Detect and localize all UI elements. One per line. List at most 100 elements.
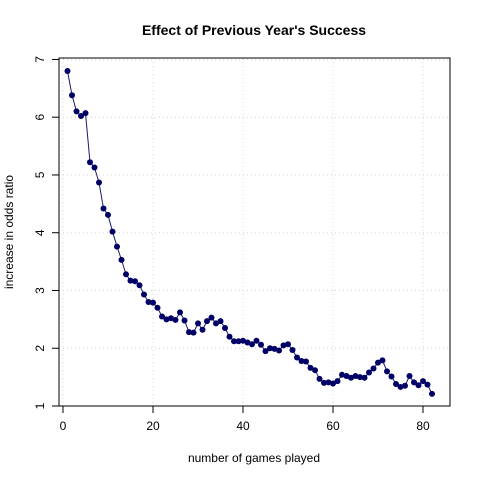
data-point-50 [285,341,291,348]
chart-title: Effect of Previous Year's Success [142,22,366,38]
data-point-11 [109,228,116,235]
data-point-63 [343,372,350,379]
data-point-6 [87,159,93,166]
x-tick-label-3: 60 [326,419,340,433]
data-point-32 [204,318,210,325]
data-point-25 [172,316,179,323]
y-axis: 1 2 3 4 5 6 7 [33,56,60,409]
data-point-16 [132,278,138,285]
data-point-21 [154,304,161,311]
x-tick-label-0: 0 [60,419,67,433]
data-point-46 [267,345,273,352]
data-point-31 [199,326,206,333]
data-point-8 [96,179,102,186]
data-point-43 [253,337,260,344]
data-point-77 [406,372,413,379]
data-point-42 [249,341,255,348]
data-point-47 [271,345,278,352]
data-point-18 [141,291,147,298]
data-point-27 [181,317,188,324]
data-point-56 [312,367,318,374]
data-point-35 [217,318,224,325]
data-point-52 [294,354,300,361]
data-point-5 [82,110,89,117]
data-point-49 [280,342,287,349]
data-point-10 [105,211,111,218]
y-tick-label-2: 3 [33,287,47,294]
data-point-59 [325,379,332,386]
data-point-71 [379,357,386,364]
data-point-41 [244,339,251,346]
data-point-51 [289,346,296,353]
data-point-55 [307,364,314,371]
x-tick-label-1: 20 [146,419,160,433]
data-point-40 [240,337,246,344]
y-tick-label-6: 7 [33,56,47,63]
data-point-62 [339,371,345,378]
data-point-78 [411,379,417,386]
data-point-2 [69,92,75,99]
series-points [64,68,435,397]
data-point-33 [208,314,215,321]
data-point-29 [190,329,197,336]
x-tick-label-2: 40 [236,419,250,433]
data-point-60 [330,380,336,387]
data-point-44 [258,341,264,348]
data-point-69 [370,365,377,372]
y-axis-label: increase in odds ratio [2,175,16,289]
data-point-82 [429,390,435,397]
data-point-23 [163,316,170,323]
grid [59,58,450,407]
y-tick-label-4: 5 [33,171,47,178]
data-point-79 [415,382,422,389]
data-point-1 [64,68,71,74]
data-point-45 [262,348,269,355]
data-point-53 [298,357,305,364]
data-point-28 [186,329,192,336]
x-axis: 0 20 40 60 80 [60,405,430,433]
data-point-36 [222,325,228,332]
y-tick-label-0: 1 [33,402,47,409]
data-point-24 [168,315,174,322]
y-tick-label-1: 2 [33,345,47,352]
data-point-17 [136,282,143,289]
data-point-67 [361,374,368,381]
plot-area-frame [58,57,451,407]
data-point-58 [321,379,327,386]
data-point-20 [150,299,156,306]
data-point-61 [334,378,341,385]
data-point-26 [177,309,183,316]
data-point-81 [424,381,431,388]
data-point-75 [397,383,404,390]
data-point-3 [73,108,80,115]
data-point-15 [127,277,134,284]
data-point-12 [114,243,120,250]
data-point-48 [276,347,282,354]
y-tick-label-3: 4 [33,229,47,236]
data-point-73 [388,373,395,380]
x-tick-label-4: 80 [416,419,430,433]
data-point-19 [145,299,152,306]
data-point-70 [375,359,381,366]
data-point-30 [195,320,201,327]
y-tick-label-5: 6 [33,114,47,121]
data-point-76 [402,382,408,389]
data-point-74 [393,381,399,388]
data-point-68 [366,369,372,376]
data-point-65 [352,372,359,379]
data-point-7 [91,164,98,171]
data-point-37 [226,333,233,340]
data-point-13 [118,256,125,263]
data-point-57 [316,375,323,382]
data-point-72 [384,368,390,375]
data-point-4 [78,113,84,120]
data-point-54 [303,358,309,365]
data-point-39 [235,338,242,345]
data-point-80 [420,378,426,385]
data-point-9 [100,205,107,212]
x-axis-label: number of games played [188,451,320,465]
data-point-64 [348,374,354,381]
data-point-22 [159,313,165,320]
